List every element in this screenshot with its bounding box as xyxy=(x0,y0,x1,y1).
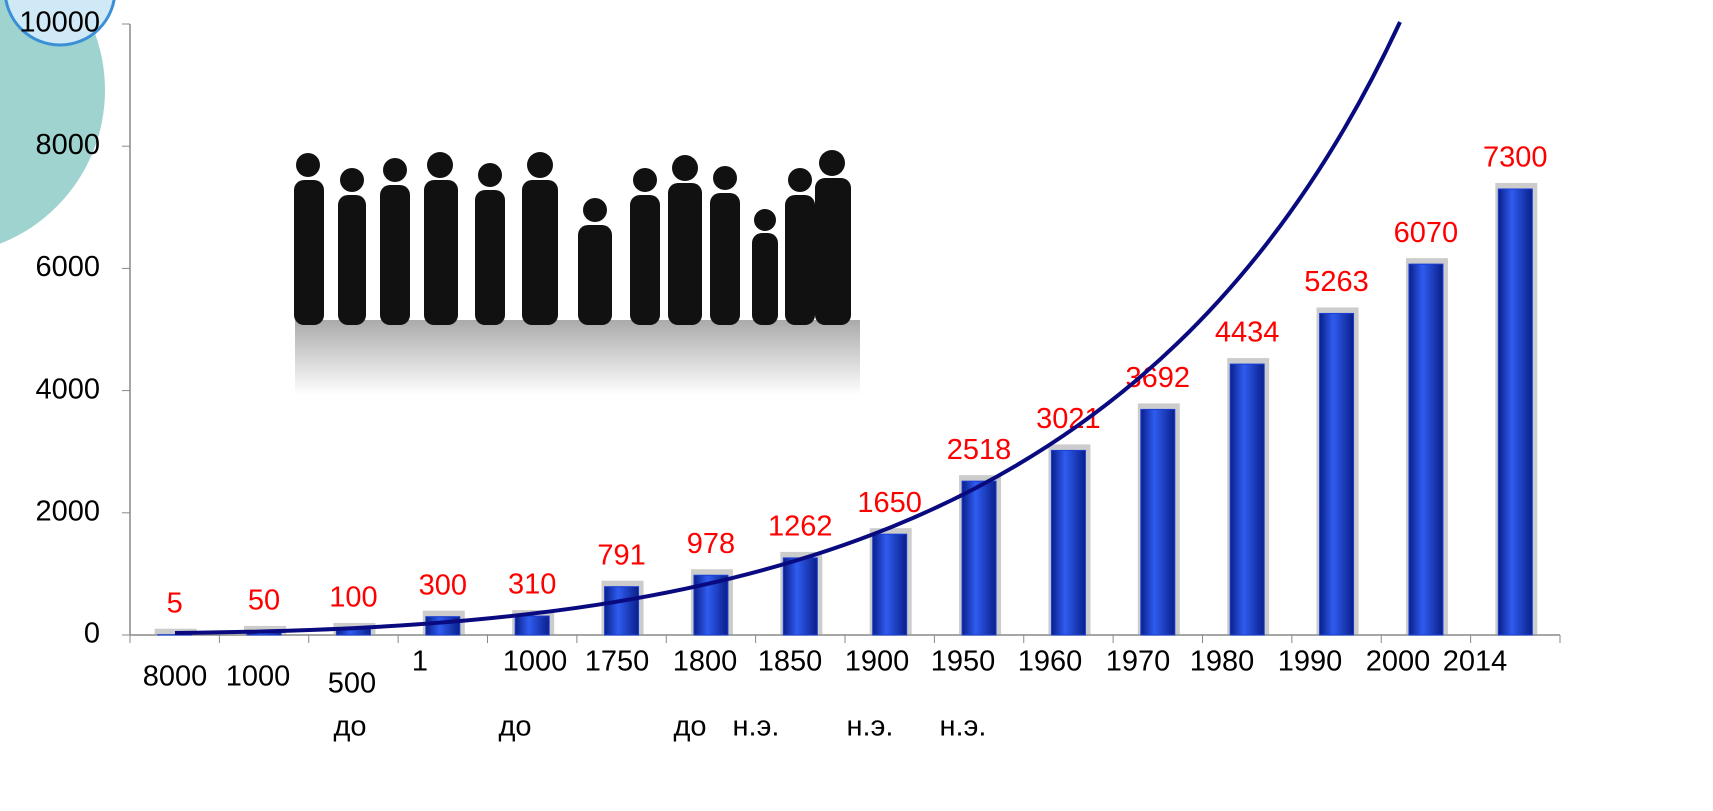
data-label: 310 xyxy=(508,569,556,601)
x-tick-label: 1900 xyxy=(845,646,910,678)
data-label: 5263 xyxy=(1304,266,1369,298)
x-tick-label: 1850 xyxy=(758,646,823,678)
x-tick-note: до xyxy=(673,711,706,743)
bar xyxy=(1051,450,1085,635)
y-tick-label: 2000 xyxy=(35,495,100,527)
bar xyxy=(1409,264,1443,635)
data-label: 100 xyxy=(329,582,377,614)
data-label: 4434 xyxy=(1215,317,1280,349)
y-tick-label: 8000 xyxy=(35,129,100,161)
bar xyxy=(1320,313,1354,635)
data-label: 7300 xyxy=(1483,142,1548,174)
x-tick-label: 1000 xyxy=(503,646,568,678)
x-tick-label: 1970 xyxy=(1106,646,1171,678)
y-tick-label: 10000 xyxy=(19,7,100,39)
bar xyxy=(783,558,817,635)
data-label: 791 xyxy=(597,539,645,571)
x-tick-label: 1960 xyxy=(1018,646,1083,678)
x-tick-label: 1800 xyxy=(673,646,738,678)
x-tick-note: до xyxy=(498,711,531,743)
x-tick-label: 2000 xyxy=(1366,646,1431,678)
chart: 0 2000 4000 6000 8000 10000 8000 1000 500 1 1000 17… xyxy=(0,0,1713,811)
bar xyxy=(1498,189,1532,635)
x-tick-label: 1000 xyxy=(226,661,291,693)
x-tick-label: 1980 xyxy=(1190,646,1255,678)
data-label: 5 xyxy=(167,587,183,619)
data-label: 1262 xyxy=(768,511,833,543)
x-tick-label: 1 xyxy=(412,646,428,678)
data-label: 2518 xyxy=(947,434,1012,466)
x-tick-note: н.э. xyxy=(847,711,894,743)
data-label: 1650 xyxy=(857,487,922,519)
data-label: 3692 xyxy=(1126,362,1191,394)
data-label: 6070 xyxy=(1394,217,1459,249)
x-tick-note: до xyxy=(333,711,366,743)
x-tick-label: 2014 xyxy=(1443,646,1508,678)
people-silhouette xyxy=(294,150,860,395)
data-label: 50 xyxy=(248,585,280,617)
bar xyxy=(873,534,907,635)
bar xyxy=(515,616,549,635)
y-tick-label: 6000 xyxy=(35,251,100,283)
x-tick-label: 1950 xyxy=(931,646,996,678)
data-label: 978 xyxy=(687,528,735,560)
bar xyxy=(962,481,996,635)
y-tick-label: 0 xyxy=(84,618,100,650)
bar xyxy=(1141,409,1175,635)
data-label: 300 xyxy=(419,569,467,601)
y-tick-label: 4000 xyxy=(35,373,100,405)
x-tick-label: 1750 xyxy=(585,646,650,678)
x-tick-label: 1990 xyxy=(1278,646,1343,678)
x-tick-label: 8000 xyxy=(143,661,208,693)
x-tick-note: н.э. xyxy=(940,711,987,743)
bar xyxy=(1230,364,1264,635)
x-tick-label: 500 xyxy=(328,668,376,700)
x-tick-note: н.э. xyxy=(733,711,780,743)
bar xyxy=(605,587,639,635)
